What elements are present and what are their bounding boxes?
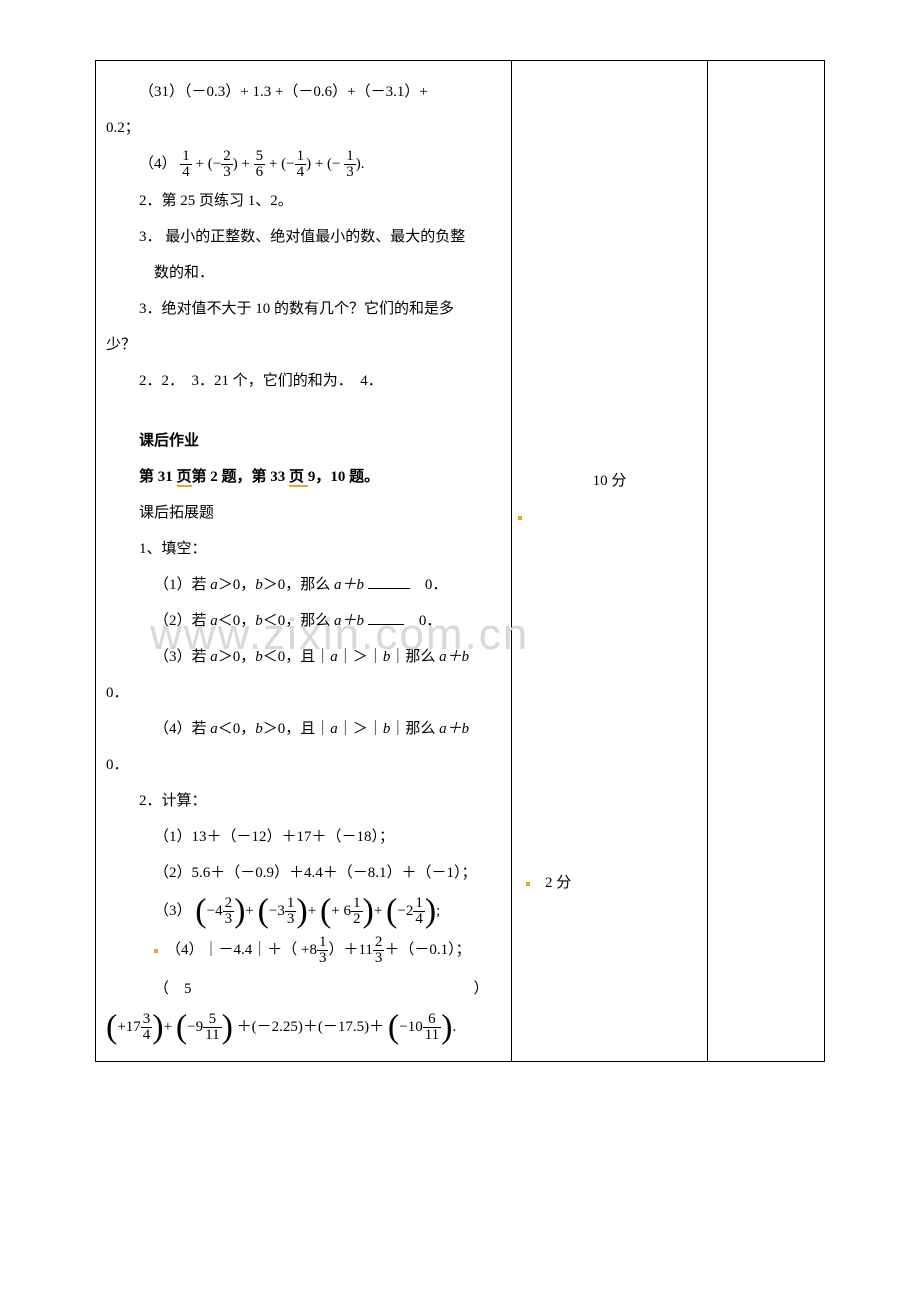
fill-3-tail: 0．: [106, 678, 503, 708]
q3b: 3．绝对值不大于 10 的数有几个？它们的和是多: [106, 294, 503, 324]
calc-2: （2）5.6＋（－0.9）＋4.4＋（－8.1）＋（－1）；: [106, 858, 503, 888]
right-cell: [708, 61, 825, 1062]
main-cell: （31）（－0.3）+ 1.3 +（－0.6）+（－3.1）+ 0.2； （4）…: [96, 61, 512, 1062]
q3a-line1: 3． 最小的正整数、绝对值最小的数、最大的负整: [106, 222, 503, 252]
fill-title: 1、填空：: [106, 534, 503, 564]
orange-dot-icon: [518, 516, 522, 520]
calc-1: （1）13＋（－12）＋17＋（－18）；: [106, 822, 503, 852]
fill-4: （4）若 a＜0，b＞0，且｜a｜＞｜b｜那么 a＋b: [106, 714, 503, 744]
fill-3: （3）若 a＞0，b＜0，且｜a｜＞｜b｜那么 a＋b: [106, 642, 503, 672]
mid-dot-1: [512, 509, 708, 526]
mid-content: 10 分 2 分: [512, 61, 708, 81]
orange-dot-icon: [154, 949, 158, 953]
calc-5-head: （ 5 ）: [106, 974, 503, 1004]
homework-body: 第 31 页第 2 题，第 33 页 9，10 题。: [106, 462, 503, 492]
calc-title: 2．计算：: [106, 786, 503, 816]
ext-title: 课后拓展题: [106, 498, 503, 528]
homework-title: 课后作业: [106, 426, 503, 456]
fill-4-tail: 0．: [106, 750, 503, 780]
line-4-formula: （4） 14 + (−23) + 56 + (−14) + (− 13).: [106, 149, 503, 180]
page: www.zixin.com.cn （31）（－0.3）+ 1.3 +（－0.6）…: [0, 0, 920, 1102]
fill-2: （2）若 a＜0，b＜0，那么 a＋b 0．: [106, 606, 503, 636]
line-31: （31）（－0.3）+ 1.3 +（－0.6）+（－3.1）+: [106, 77, 503, 107]
calc-3: （3） (−423)+ (−313)+ (+ 612)+ (−214);: [106, 896, 503, 927]
q3a-line2: 数的和．: [106, 258, 503, 288]
fill-1: （1）若 a＞0，b＞0，那么 a＋b 0．: [106, 570, 503, 600]
orange-dot-icon: [526, 882, 530, 886]
answers: 2．2． 3．21 个，它们的和为． 4．: [106, 366, 503, 396]
layout-table: （31）（－0.3）+ 1.3 +（－0.6）+（－3.1）+ 0.2； （4）…: [95, 60, 825, 1062]
calc-5-formula: (+1734)+ (−9511) ＋(－2.25)＋(－17.5)＋ (−106…: [106, 1012, 503, 1043]
q3b-tail: 少？: [106, 330, 503, 360]
q2: 2．第 25 页练习 1、2。: [106, 186, 503, 216]
calc-4: （4）｜－4.4｜＋（ +813）＋1123＋（－0.1）；: [106, 935, 503, 966]
time-10min: 10 分: [512, 469, 708, 490]
line-31-tail: 0.2；: [106, 113, 503, 143]
time-2min: 2 分: [512, 871, 708, 892]
mid-cell: 10 分 2 分: [511, 61, 708, 1062]
label-4: （4）: [139, 156, 177, 172]
main-content: （31）（－0.3）+ 1.3 +（－0.6）+（－3.1）+ 0.2； （4）…: [96, 61, 511, 1061]
